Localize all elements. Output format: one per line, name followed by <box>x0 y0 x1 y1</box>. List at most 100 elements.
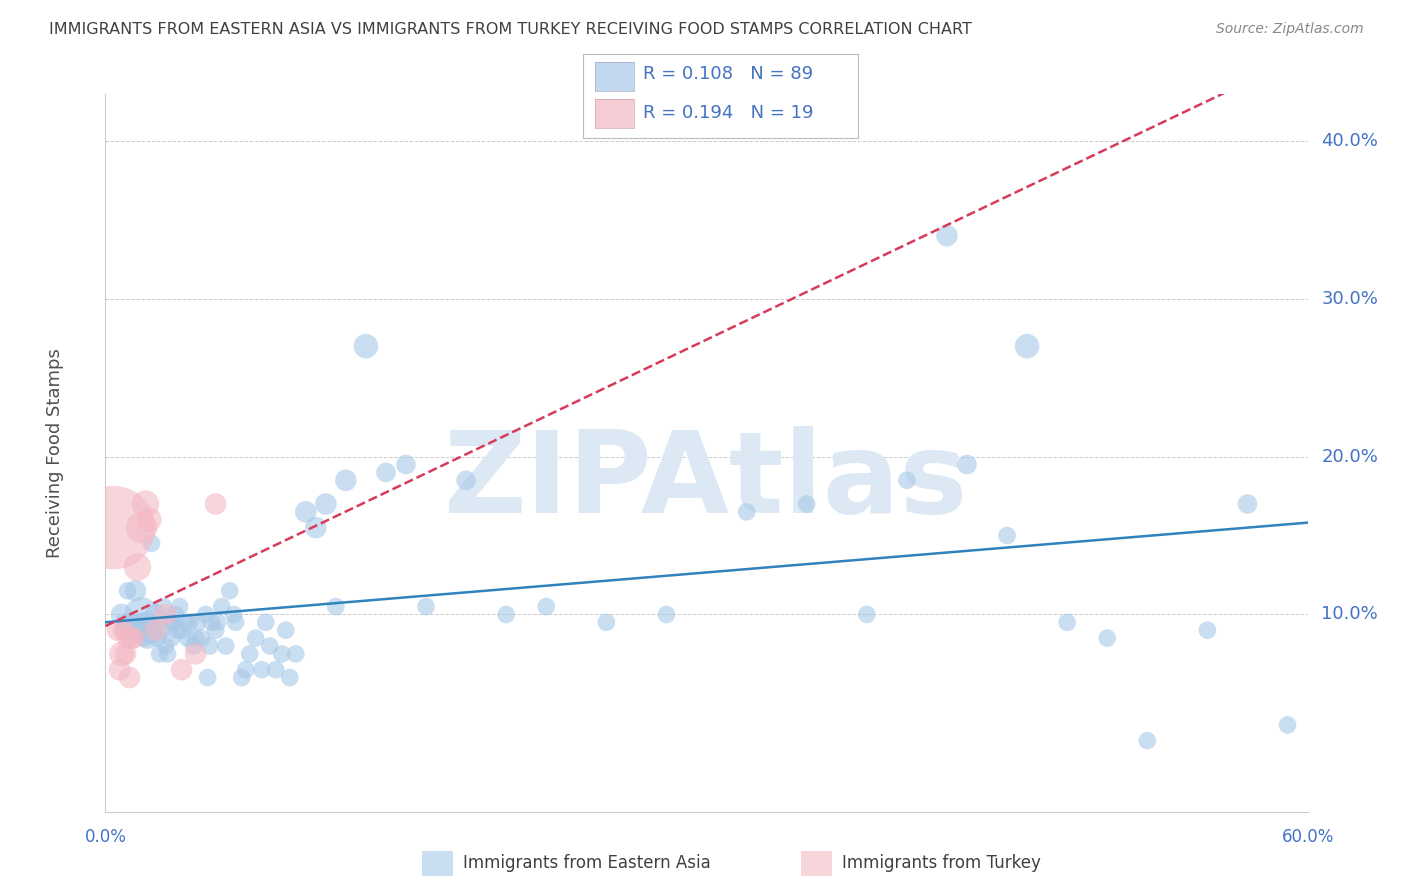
Point <box>155 607 177 622</box>
Point <box>107 624 129 638</box>
Point <box>145 624 167 638</box>
Point <box>156 647 179 661</box>
Point <box>374 466 398 480</box>
Point <box>117 631 139 645</box>
Point <box>145 607 167 622</box>
Point <box>179 615 201 630</box>
Point <box>131 607 153 622</box>
Point <box>284 647 307 661</box>
Text: ZIPAtlas: ZIPAtlas <box>444 425 969 537</box>
Point <box>218 583 240 598</box>
Point <box>204 624 226 638</box>
Point <box>165 607 187 622</box>
Point <box>136 631 159 645</box>
Point <box>128 615 150 630</box>
Point <box>415 599 437 614</box>
Point <box>131 521 153 535</box>
Point <box>250 663 273 677</box>
Text: 20.0%: 20.0% <box>1322 448 1378 466</box>
Point <box>152 599 174 614</box>
Point <box>956 458 979 472</box>
Point <box>194 607 217 622</box>
Point <box>595 615 617 630</box>
Text: IMMIGRANTS FROM EASTERN ASIA VS IMMIGRANTS FROM TURKEY RECEIVING FOOD STAMPS COR: IMMIGRANTS FROM EASTERN ASIA VS IMMIGRAN… <box>49 22 972 37</box>
Point <box>259 639 281 653</box>
Point <box>121 631 143 645</box>
Point <box>146 631 169 645</box>
Point <box>855 607 877 622</box>
Point <box>122 631 145 645</box>
Point <box>354 339 377 353</box>
Point <box>169 599 191 614</box>
Text: 10.0%: 10.0% <box>1322 606 1378 624</box>
Point <box>214 639 236 653</box>
Point <box>1236 497 1258 511</box>
Text: R = 0.194   N = 19: R = 0.194 N = 19 <box>643 104 813 122</box>
Point <box>150 624 173 638</box>
Point <box>160 631 183 645</box>
Point <box>184 631 207 645</box>
Point <box>197 671 219 685</box>
Point <box>170 624 193 638</box>
Point <box>222 607 245 622</box>
Point <box>454 473 477 487</box>
Point <box>274 624 297 638</box>
Point <box>183 639 205 653</box>
Point <box>198 639 221 653</box>
Point <box>1017 339 1039 353</box>
Point <box>159 615 181 630</box>
Point <box>245 631 267 645</box>
Point <box>207 615 229 630</box>
Point <box>155 639 177 653</box>
Point <box>114 624 136 638</box>
Point <box>148 647 170 661</box>
Point <box>162 615 184 630</box>
Point <box>231 671 253 685</box>
Point <box>176 631 198 645</box>
Point <box>190 631 212 645</box>
Text: Immigrants from Eastern Asia: Immigrants from Eastern Asia <box>463 855 710 872</box>
Point <box>325 599 347 614</box>
Point <box>127 560 149 574</box>
Point <box>235 663 257 677</box>
Point <box>118 631 141 645</box>
Point <box>138 624 160 638</box>
Point <box>1097 631 1119 645</box>
Text: Receiving Food Stamps: Receiving Food Stamps <box>46 348 63 558</box>
Point <box>132 631 155 645</box>
Point <box>796 497 818 511</box>
Text: 40.0%: 40.0% <box>1322 132 1378 150</box>
Point <box>305 521 328 535</box>
Point <box>103 521 125 535</box>
Text: R = 0.108   N = 89: R = 0.108 N = 89 <box>643 65 813 83</box>
Point <box>184 647 207 661</box>
Point <box>174 615 197 630</box>
Point <box>534 599 557 614</box>
Point <box>187 615 209 630</box>
Point <box>135 497 157 511</box>
Point <box>110 607 132 622</box>
Point <box>1197 624 1219 638</box>
Point <box>225 615 247 630</box>
Point <box>108 663 131 677</box>
Point <box>270 647 292 661</box>
Point <box>335 473 357 487</box>
Point <box>127 624 149 638</box>
Point <box>995 528 1018 542</box>
Text: Source: ZipAtlas.com: Source: ZipAtlas.com <box>1216 22 1364 37</box>
Point <box>495 607 517 622</box>
Text: 0.0%: 0.0% <box>84 828 127 846</box>
Point <box>170 663 193 677</box>
Point <box>117 583 139 598</box>
Text: 60.0%: 60.0% <box>1281 828 1334 846</box>
Point <box>1136 733 1159 747</box>
Point <box>124 583 146 598</box>
Point <box>141 536 163 550</box>
Point <box>110 647 132 661</box>
Point <box>254 615 277 630</box>
Point <box>655 607 678 622</box>
Point <box>135 615 157 630</box>
Point <box>395 458 418 472</box>
Point <box>142 624 165 638</box>
Point <box>278 671 301 685</box>
